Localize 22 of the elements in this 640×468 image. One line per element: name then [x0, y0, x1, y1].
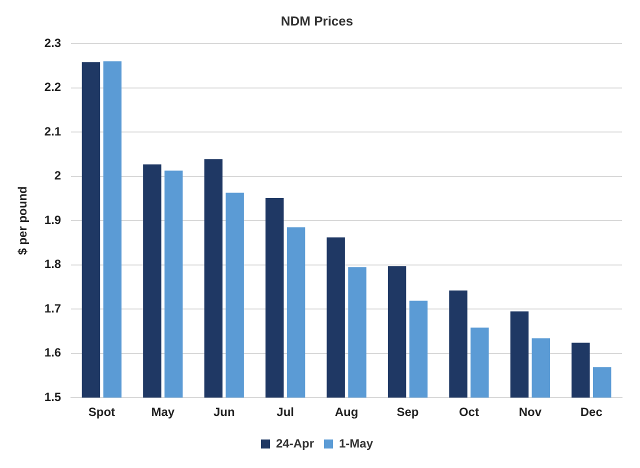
x-tick-label: Oct [458, 405, 479, 420]
x-tick-label: Nov [518, 405, 542, 420]
y-tick-label: 1.5 [44, 390, 62, 404]
x-tick-label: Spot [88, 405, 116, 420]
chart-title: NDM Prices [280, 13, 354, 28]
x-tick-label: Dec [580, 405, 603, 420]
y-tick-label: 1.7 [44, 301, 62, 316]
x-tick-label: Aug [334, 405, 358, 420]
y-tick-label: 2.2 [44, 80, 62, 94]
x-tick-label: Sep [396, 405, 419, 420]
y-axis-title: $ per pound [16, 186, 30, 255]
y-tick-label: 1.8 [44, 257, 62, 272]
y-tick-label: 2 [54, 168, 62, 183]
x-tick-label: May [151, 405, 175, 420]
legend-label: 24-Apr [276, 436, 314, 450]
x-tick-label: Jul [276, 405, 294, 420]
y-tick-label: 1.9 [44, 212, 62, 227]
y-tick-label: 2.1 [44, 124, 62, 138]
y-tick-label: 2.3 [44, 36, 62, 50]
y-tick-label: 1.6 [44, 346, 62, 360]
legend-label: 1-May [339, 436, 374, 450]
x-tick-label: Jun [213, 405, 235, 420]
